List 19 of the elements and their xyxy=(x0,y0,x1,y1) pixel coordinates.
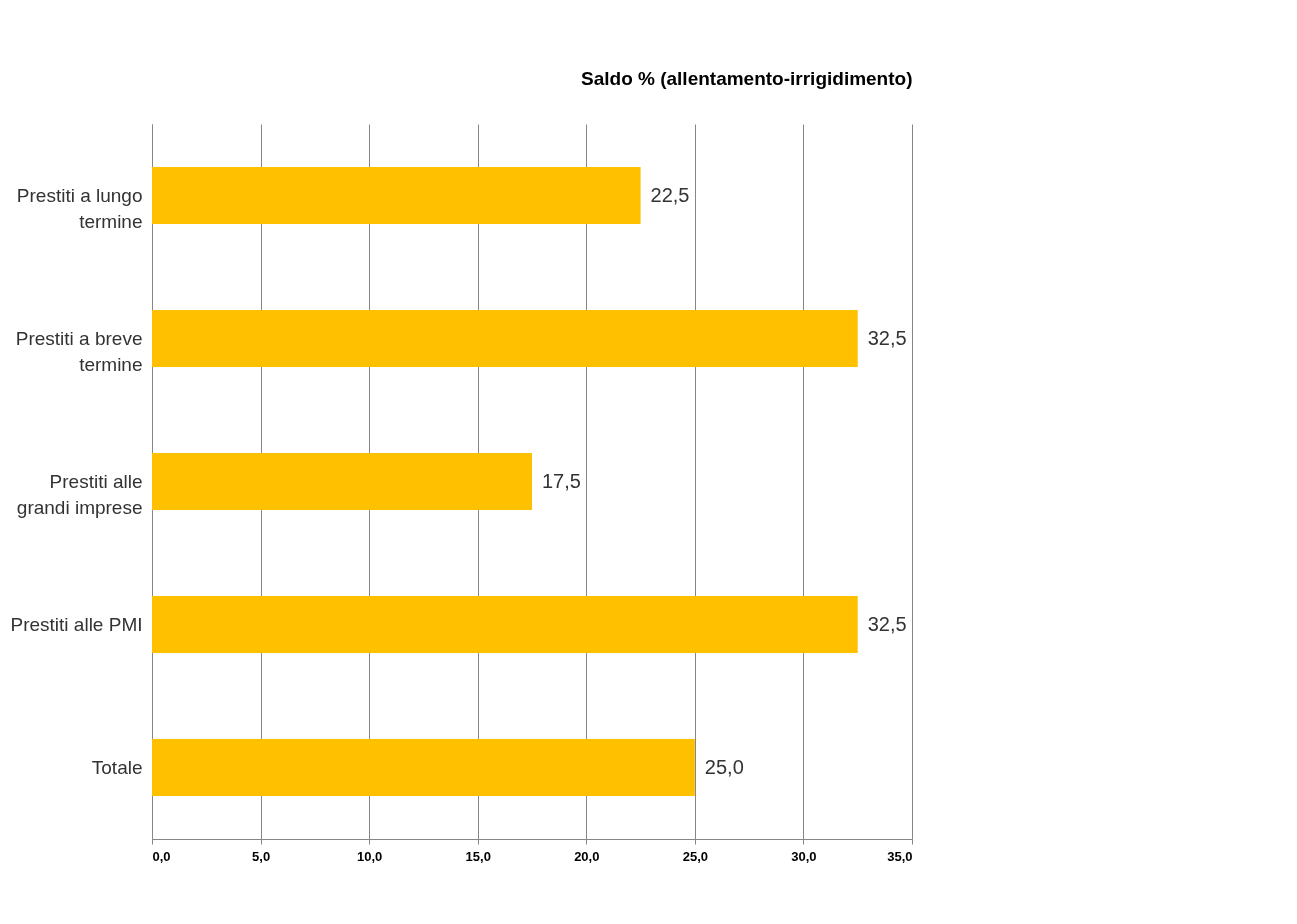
data-label: 25,0 xyxy=(704,755,744,778)
x-tick-label: 0,0 xyxy=(152,848,171,864)
y-tick-label: Prestiti alle PMI xyxy=(10,613,143,635)
y-tick-label: Prestiti a lungo termine xyxy=(16,184,143,232)
data-label: 32,5 xyxy=(867,612,907,635)
data-label: 17,5 xyxy=(542,469,581,492)
x-tick-label: 20,0 xyxy=(574,848,600,864)
data-label: 22,5 xyxy=(650,183,690,206)
x-tick-label: 5,0 xyxy=(252,848,271,864)
x-tick-label: 30,0 xyxy=(791,848,817,864)
data-label: 32,5 xyxy=(867,326,907,349)
chart-title: Saldo % (allentamento-irrigidimento) xyxy=(581,68,913,89)
x-tick-label: 15,0 xyxy=(465,848,491,864)
y-tick-label: Totale xyxy=(91,756,143,778)
y-tick-label: Prestiti a breve termine xyxy=(15,327,143,375)
y-tick-label: Prestiti alle grandi imprese xyxy=(16,470,143,518)
x-tick-label: 10,0 xyxy=(356,848,383,864)
x-tick-label: 35,0 xyxy=(887,848,913,864)
x-tick-label: 25,0 xyxy=(682,848,709,864)
